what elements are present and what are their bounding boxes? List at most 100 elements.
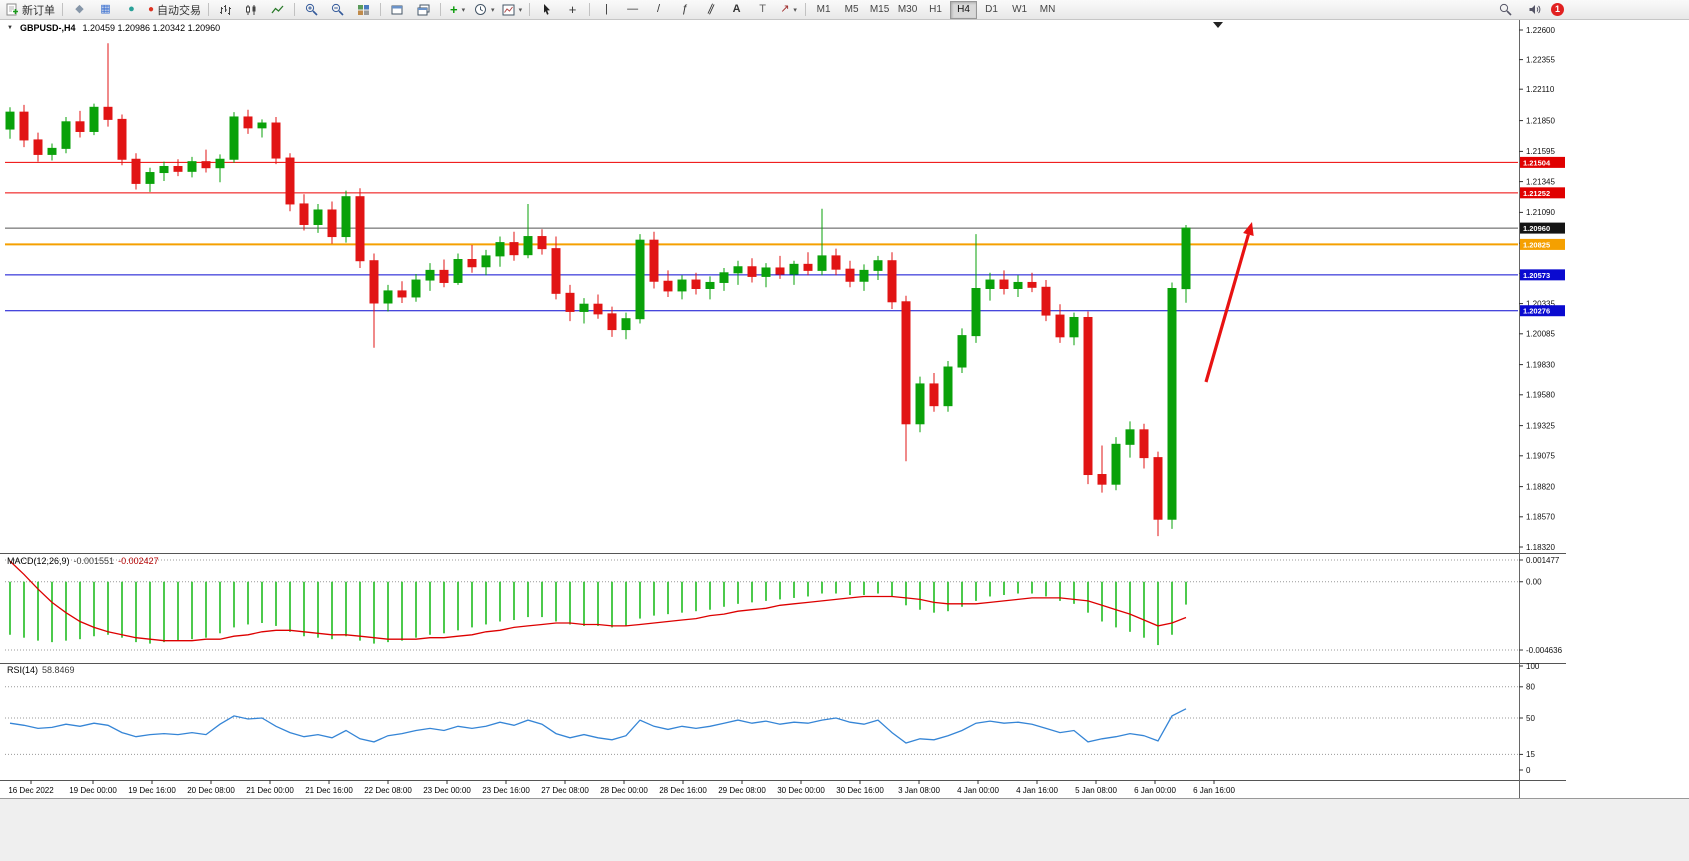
candle-bull	[1069, 316, 1079, 338]
timeframe-d1[interactable]: D1	[985, 4, 998, 15]
text-tool-button[interactable]: A	[724, 0, 749, 19]
price-tag-support[interactable]	[1520, 305, 1565, 317]
time-axis-label: 22 Dec 08:00	[364, 786, 412, 795]
time-axis-label: 28 Dec 16:00	[659, 786, 707, 795]
profiles-button[interactable]: ◆	[67, 0, 92, 19]
price-tag-resistance[interactable]	[1520, 187, 1565, 199]
price-tag-support[interactable]	[1520, 269, 1565, 281]
candle-bear	[1027, 281, 1037, 288]
new-window-button[interactable]	[385, 0, 410, 19]
timeframe-m5[interactable]: M5	[844, 4, 859, 15]
oneclick-trading-toggle[interactable]: ▼	[7, 25, 13, 31]
zoom-out-button[interactable]	[325, 0, 350, 19]
candle-bull	[257, 122, 267, 129]
chart-symbol-period: GBPUSD-,H4	[19, 23, 76, 33]
timeframe-w1[interactable]: W1	[1012, 4, 1028, 15]
candle-bull	[621, 318, 631, 331]
candle-bull	[47, 147, 57, 155]
price-axis-label: 1.19325	[1526, 421, 1555, 430]
new-order-icon	[6, 3, 18, 16]
candle-bull	[733, 266, 743, 274]
candle-bear	[397, 290, 407, 298]
price-tag-current-price[interactable]	[1520, 222, 1565, 234]
search-button[interactable]	[1493, 0, 1518, 19]
chevron-down-icon: ▾	[491, 6, 495, 14]
chart-shift-marker[interactable]	[1213, 22, 1223, 28]
candle-bear	[775, 267, 785, 275]
macd-indicator-label: MACD(12,26,9) -0.001551 -0.002427	[7, 556, 159, 566]
timeframe-h1[interactable]: H1	[929, 4, 942, 15]
candle-bull	[411, 279, 421, 298]
notification-badge[interactable]: 1	[1551, 3, 1564, 16]
rsi-axis-label: 15	[1526, 750, 1535, 759]
timeframe-m1[interactable]: M1	[816, 4, 831, 15]
autotrading-button[interactable]: ● 自动交易	[145, 0, 204, 19]
candle-bull	[789, 263, 799, 275]
fibonacci-tool-button[interactable]: ƒ	[672, 0, 697, 19]
zoom-in-button[interactable]	[299, 0, 324, 19]
toolbar: 新订单 ◆ ▦ ● ● 自动交易	[0, 0, 1689, 20]
channel-icon: ∥	[705, 2, 716, 16]
candle-bull	[817, 255, 827, 271]
cascade-windows-button[interactable]	[411, 0, 436, 19]
candle-bull	[971, 288, 981, 337]
time-axis-label: 5 Jan 08:00	[1075, 786, 1117, 795]
candle-bear	[243, 116, 253, 129]
rsi-panel: 100 80 50 15 0	[5, 662, 1540, 775]
price-axis-label: 1.21850	[1526, 116, 1555, 125]
speaker-icon	[1529, 5, 1541, 14]
chart-title: ▼ GBPUSD-,H4 1.20459 1.20986 1.20342 1.2…	[7, 23, 220, 33]
macd-value-main: -0.001551	[73, 556, 115, 566]
candle-bear	[747, 266, 757, 277]
candle-bull	[719, 272, 729, 283]
channel-tool-button[interactable]: ∥	[698, 0, 723, 19]
arrows-tool-button[interactable]: ↗ ▾	[776, 0, 801, 19]
zoom-out-icon	[331, 3, 344, 16]
price-tag-pivot[interactable]	[1520, 238, 1565, 250]
label-tool-button[interactable]: T	[750, 0, 775, 19]
periods-button[interactable]: ▾	[471, 0, 498, 19]
price-tag-resistance[interactable]	[1520, 156, 1565, 168]
chevron-down-icon: ▾	[518, 6, 523, 14]
new-order-label: 新订单	[22, 4, 55, 17]
candle-bear	[901, 301, 911, 425]
candle-bear	[355, 196, 365, 262]
bar-chart-button[interactable]	[213, 0, 238, 19]
toolbar-separator	[294, 3, 296, 16]
candlestick-chart-button[interactable]	[239, 0, 264, 19]
market-watch-button[interactable]: ▦	[93, 0, 118, 19]
rsi-name: RSI(14)	[7, 665, 39, 675]
annotation-arrow[interactable]	[1204, 234, 1250, 383]
sound-button[interactable]	[1522, 0, 1547, 19]
timeframe-m30[interactable]: M30	[897, 4, 918, 15]
chevron-down-icon: ▾	[461, 6, 466, 14]
candle-bear	[537, 236, 547, 250]
trendline-icon: /	[657, 3, 661, 15]
timeframe-m15[interactable]: M15	[869, 4, 890, 15]
tile-windows-button[interactable]	[351, 0, 376, 19]
cursor-tool-button[interactable]	[534, 0, 559, 19]
timeframe-mn[interactable]: MN	[1039, 4, 1056, 15]
templates-button[interactable]: ▾	[499, 0, 526, 19]
crosshair-tool-button[interactable]: +	[560, 0, 585, 19]
candle-bull	[495, 242, 505, 257]
vertical-line-tool-button[interactable]: |	[594, 0, 619, 19]
candle-bear	[117, 118, 127, 160]
trendline-tool-button[interactable]: /	[646, 0, 671, 19]
timeframe-h4[interactable]: H4	[950, 0, 978, 19]
time-axis-label: 21 Dec 00:00	[246, 786, 294, 795]
candle-bull	[187, 161, 197, 172]
rsi-value: 58.8469	[42, 665, 75, 675]
new-order-button[interactable]: 新订单	[3, 0, 58, 19]
time-axis-label: 23 Dec 16:00	[482, 786, 530, 795]
rsi-axis-label: 80	[1526, 683, 1535, 692]
horizontal-line-tool-button[interactable]: —	[620, 0, 645, 19]
strategy-tester-button[interactable]: ●	[119, 0, 144, 19]
new-window-icon	[391, 5, 403, 14]
main-chart-panel[interactable]: 1.22600 1.22355 1.22110 1.21850 1.21595 1.213…	[5, 22, 1565, 552]
line-chart-button[interactable]	[265, 0, 290, 19]
rsi-axis-label: 50	[1526, 714, 1535, 723]
candle-bear	[19, 111, 29, 141]
add-indicator-button[interactable]: + ▾	[445, 0, 470, 19]
